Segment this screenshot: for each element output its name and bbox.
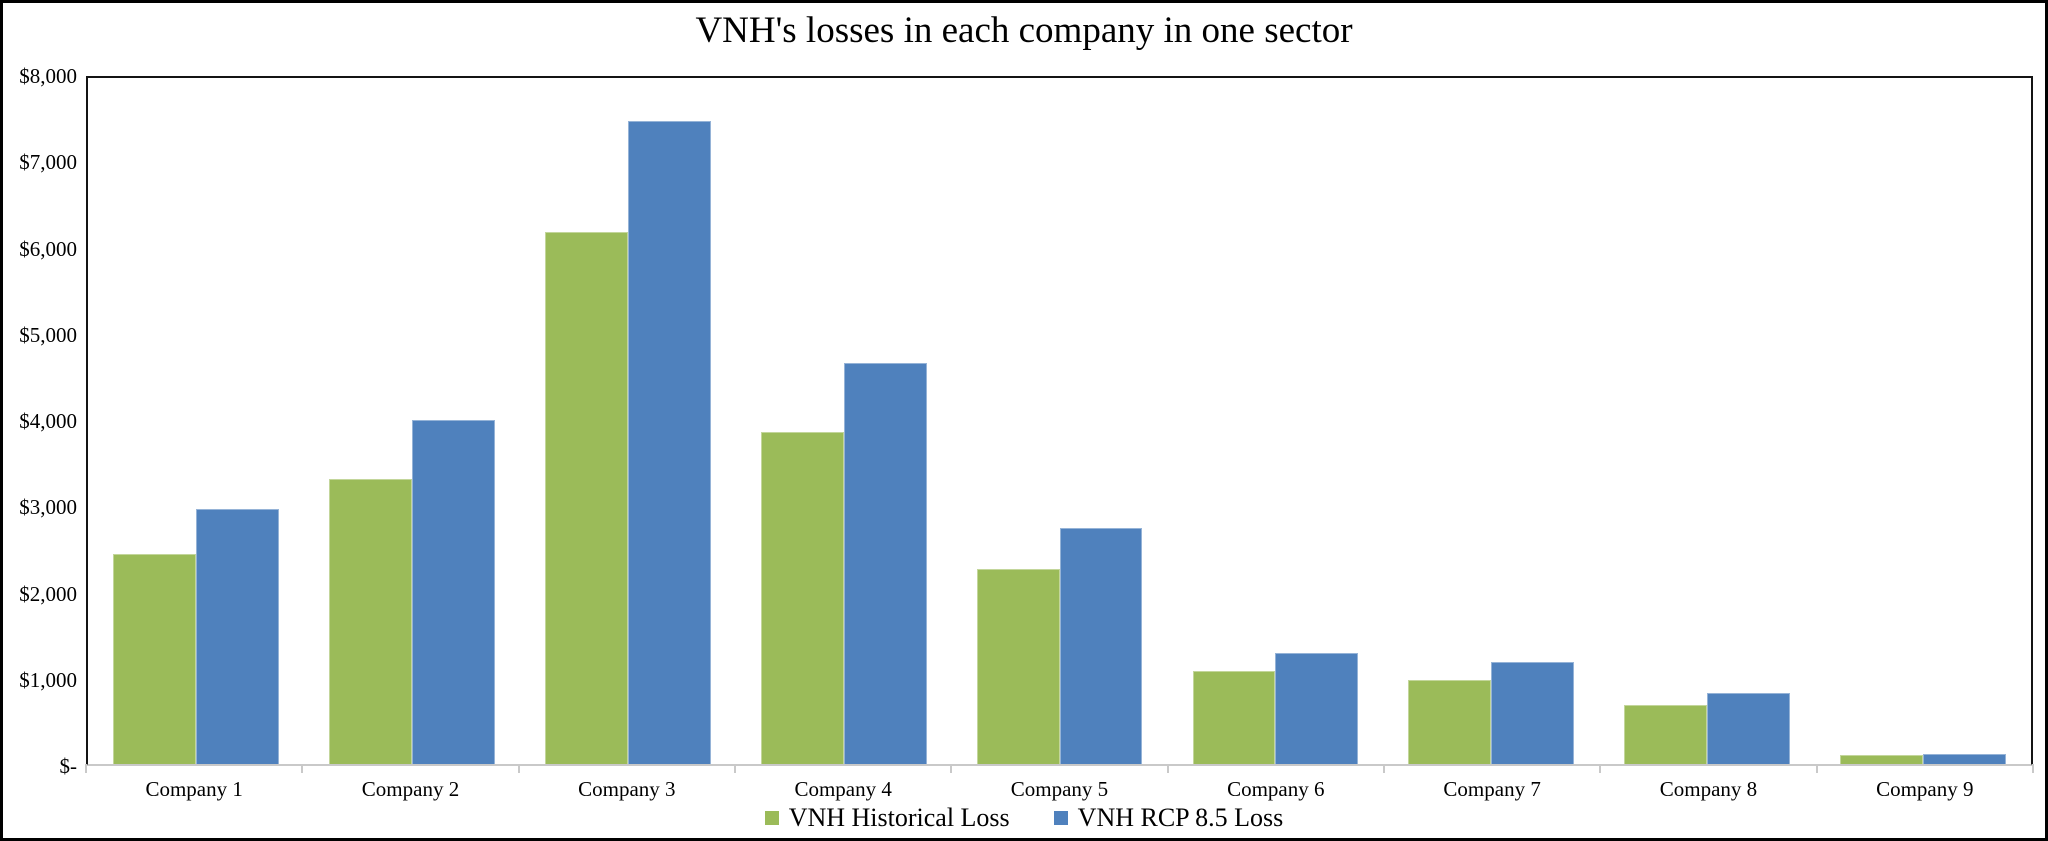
chart-title: VNH's losses in each company in one sect… <box>695 10 1353 51</box>
bar-vnh-rcp-8-5-loss <box>1923 753 2006 764</box>
x-axis-category-label: Company 2 <box>361 777 460 801</box>
bar-vnh-historical-loss <box>1192 671 1276 764</box>
x-axis-category-label: Company 8 <box>1659 777 1758 801</box>
bar-vnh-historical-loss <box>113 553 196 764</box>
y-axis-tick-label: $7,000 <box>19 150 77 175</box>
x-axis-tick-mark <box>1383 764 1385 773</box>
category-slot <box>304 78 520 764</box>
legend-marker-icon <box>764 811 779 825</box>
x-axis-category-label: Company 7 <box>1443 777 1541 801</box>
bar-vnh-rcp-8-5-loss <box>1491 661 1575 764</box>
x-axis-tick-mark <box>301 764 304 773</box>
y-axis-tick-labels: $8,000 $7,000 $6,000 $5,000 $4,000 $3,000 $2,0… <box>3 65 77 777</box>
legend-item: VNH Historical Loss <box>764 803 1010 833</box>
bar-vnh-historical-loss <box>328 479 412 764</box>
x-axis-tick-mark <box>950 764 953 773</box>
bar-vnh-historical-loss <box>976 569 1060 764</box>
x-axis-category-labels: Company 1 Company 2 Company 3 Company 4 Comp… <box>86 777 2033 802</box>
bar-vnh-rcp-8-5-loss <box>1275 652 1359 764</box>
y-axis-tick-label: $5,000 <box>19 322 77 347</box>
legend-marker-icon <box>1053 811 1068 825</box>
category-slot <box>736 78 952 764</box>
bar-vnh-historical-loss <box>1624 705 1708 764</box>
x-axis-category-label: Company 6 <box>1227 777 1325 801</box>
x-axis-category-label: Company 1 <box>145 777 243 801</box>
x-axis-category-label: Company 5 <box>1010 777 1109 801</box>
category-slot <box>952 78 1168 764</box>
category-slot <box>88 78 304 764</box>
category-slot <box>1383 78 1599 764</box>
x-axis-category-label: Company 4 <box>794 777 892 801</box>
x-axis-category-label: Company 3 <box>578 777 676 801</box>
x-axis-category-label: Company 9 <box>1876 777 1974 801</box>
x-axis-tick-mark <box>734 764 736 773</box>
x-axis-tick-mark <box>1166 764 1169 773</box>
x-axis-tick-mark <box>85 764 87 773</box>
bar-vnh-historical-loss <box>760 432 844 764</box>
x-axis-tick-mark <box>517 764 520 773</box>
x-axis-tick-mark <box>1599 764 1602 773</box>
y-axis-tick-label: $1,000 <box>19 667 77 692</box>
category-slot <box>520 78 736 764</box>
bar-vnh-rcp-8-5-loss <box>1059 528 1143 764</box>
bar-vnh-rcp-8-5-loss <box>843 362 927 764</box>
x-axis-tick-mark <box>1815 764 1818 773</box>
legend-item: VNH RCP 8.5 Loss <box>1053 803 1284 833</box>
y-axis-tick-label: $8,000 <box>19 64 77 88</box>
bar-vnh-historical-loss <box>544 232 628 764</box>
y-axis-tick-label: $3,000 <box>19 495 77 520</box>
y-axis-tick-label: $6,000 <box>19 236 77 261</box>
y-axis-tick-label: $4,000 <box>19 409 77 433</box>
bar-vnh-historical-loss <box>1840 755 1924 764</box>
legend-label: VNH Historical Loss <box>788 803 1010 832</box>
bar-vnh-rcp-8-5-loss <box>627 120 711 764</box>
legend-label: VNH RCP 8.5 Loss <box>1077 803 1284 832</box>
bar-vnh-historical-loss <box>1408 679 1492 764</box>
bar-vnh-rcp-8-5-loss <box>411 420 495 764</box>
category-slot <box>1815 78 2031 764</box>
y-axis-tick-label: $2,000 <box>19 581 77 606</box>
bar-vnh-rcp-8-5-loss <box>1707 693 1791 764</box>
x-axis-ticks <box>3 3 2045 838</box>
bar-vnh-rcp-8-5-loss <box>195 508 279 764</box>
x-axis-tick-mark <box>2032 764 2034 773</box>
legend: VNH Historical Loss VNH RCP 8.5 Loss <box>3 803 2045 833</box>
plot-area <box>86 76 2033 766</box>
category-slot <box>1167 78 1383 764</box>
category-slot <box>1599 78 1815 764</box>
y-axis-tick-label: $- <box>59 754 78 778</box>
